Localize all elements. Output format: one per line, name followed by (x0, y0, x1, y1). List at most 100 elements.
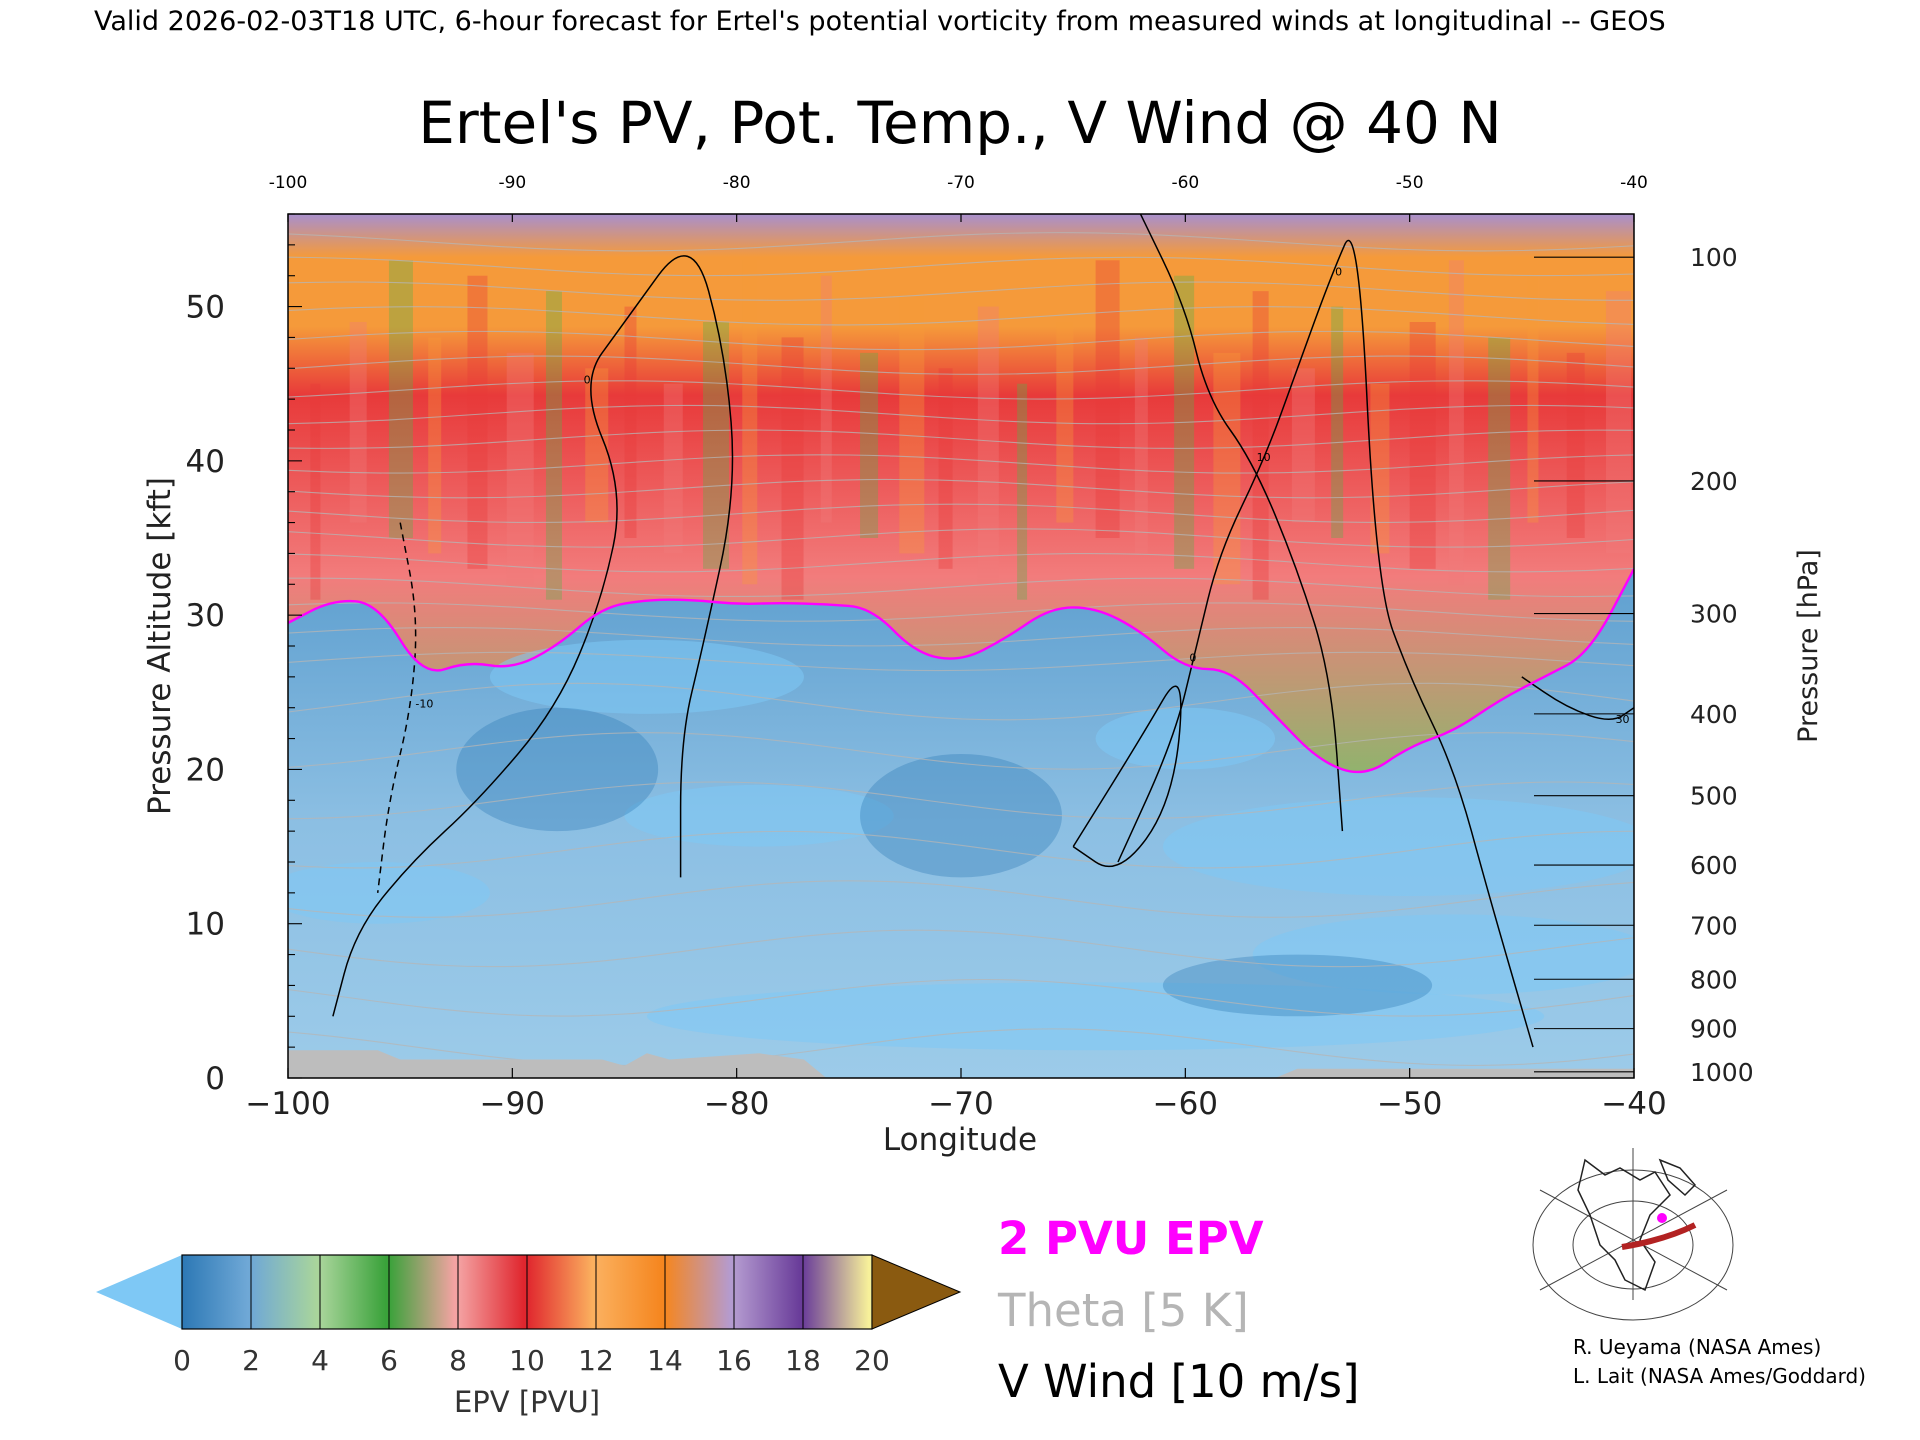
inset-map (1532, 1148, 1734, 1321)
theta-contour (288, 281, 1634, 301)
pv-streak (742, 260, 758, 585)
credit-line-1: R. Ueyama (NASA Ames) (1573, 1335, 1821, 1359)
v-wind-contour (1072, 685, 1182, 868)
pressure-axis-tick-label: 1000 (1690, 1058, 1754, 1087)
pressure-axis-tick-label: 300 (1690, 600, 1738, 629)
theta-contour (288, 627, 1634, 647)
theta-contour (288, 651, 1634, 672)
pv-streak (1056, 322, 1074, 523)
theta-contour (288, 528, 1634, 548)
pv-streak (545, 291, 562, 600)
x-axis-top-ticks: -100 -90 -80 -70 -60 -50 -40 (269, 173, 1648, 222)
pv-streak (1291, 368, 1315, 523)
colorbar-tick-label: 2 (242, 1344, 260, 1377)
pv-streak (1252, 291, 1269, 600)
colorbar-tick-label: 0 (173, 1344, 191, 1377)
theta-contour (288, 830, 1634, 869)
theta-contour (288, 552, 1634, 573)
epv-low-patch (1162, 797, 1634, 896)
theta-contour (288, 732, 1634, 770)
pressure-axis-tick-label: 200 (1690, 467, 1738, 496)
x-axis-tick-label: −70 (928, 1086, 993, 1122)
epv-low-patch (646, 982, 1545, 1051)
pv-streak (1134, 337, 1148, 554)
theta-contour (288, 929, 1634, 968)
pressure-axis-ticks: 100 200 300 400 500 600 700 800 900 1000 (1534, 243, 1754, 1087)
epv-low-patch (624, 784, 894, 847)
chart-title: Ertel's PV, Pot. Temp., V Wind @ 40 N (418, 89, 1501, 157)
v-wind-contour-label: -10 (415, 698, 433, 711)
x-axis-top-tick-label: -90 (498, 173, 526, 193)
theta-contour (288, 380, 1634, 400)
colorbar-ticks: 0 2 4 6 8 10 12 14 16 18 20 (173, 1344, 890, 1377)
epv-low-patch (1252, 914, 1634, 995)
pressure-axis-tick-label: 500 (1690, 782, 1738, 811)
v-wind-contours: 0 0 0 10 -10 30 (332, 214, 1634, 1048)
v-wind-contour (332, 255, 734, 1017)
colorbar-tick-label: 18 (785, 1344, 821, 1377)
pv-streak (820, 275, 832, 523)
pv-streak (1409, 322, 1436, 569)
theta-contour (288, 232, 1634, 252)
theta-contour (288, 781, 1634, 820)
x-axis-tick-label: −100 (245, 1086, 330, 1122)
v-wind-contour-label: 0 (1335, 266, 1342, 279)
theta-contour (288, 978, 1634, 1017)
theta-contour (288, 577, 1634, 598)
epv-moderate-patch (1162, 954, 1433, 1017)
theta-contour (288, 682, 1634, 721)
pressure-axis-tick-label: 700 (1690, 911, 1738, 940)
pressure-axis-tick-label: 600 (1690, 851, 1738, 880)
v-wind-contour (376, 522, 417, 893)
epv-low-patch (288, 862, 490, 924)
pv-streak (1605, 291, 1631, 554)
x-axis-ticks: −100 −90 −80 −70 −60 −50 −40 (245, 1068, 1667, 1122)
pv-streak (1448, 260, 1464, 585)
x-axis-tick-label: −80 (704, 1086, 769, 1122)
colorbar: 0 2 4 6 8 10 12 14 16 18 20 EPV [PVU] (96, 1254, 962, 1419)
inset-marker (1657, 1213, 1667, 1223)
pv-streak (860, 352, 879, 538)
plot-area: 0 0 0 10 -10 30 (288, 214, 1634, 1078)
theta-contour (288, 1028, 1634, 1066)
epv-low-patch (1095, 707, 1276, 770)
x-axis-tick-label: −40 (1601, 1086, 1666, 1122)
pv-streak (310, 383, 321, 600)
x-axis-tick-label: −60 (1153, 1086, 1218, 1122)
theta-contours (288, 232, 1634, 1066)
theta-contour (288, 404, 1634, 425)
y-axis-label: Pressure Altitude [kft] (142, 477, 178, 815)
inset-map-coastline (1577, 1158, 1671, 1292)
epv-moderate-patch (456, 707, 659, 832)
inset-map-grid (1539, 1189, 1728, 1291)
pv-streak (1527, 275, 1539, 523)
pv-streak (899, 291, 925, 554)
pv-streak (977, 306, 999, 585)
y-axis-tick-label: 20 (186, 752, 225, 788)
v-wind-contour-label: 0 (584, 374, 591, 387)
pv-streak (1213, 352, 1241, 585)
colorbar-dividers (250, 1255, 804, 1329)
x-axis-top-tick-label: -80 (723, 173, 751, 193)
x-axis-top-tick-label: -60 (1171, 173, 1199, 193)
pressure-axis-tick-label: 400 (1690, 700, 1738, 729)
x-axis-top-tick-label: -40 (1620, 173, 1648, 193)
pv-streak (703, 322, 730, 569)
pv-streak (1488, 337, 1511, 600)
y-axis-tick-label: 0 (205, 1061, 225, 1097)
v-wind-contour (1117, 239, 1534, 1048)
theta-contour (288, 454, 1634, 474)
v-wind-contour-label: 30 (1616, 713, 1630, 726)
x-axis-top-tick-label: -70 (947, 173, 975, 193)
legend-theta-line: Theta [5 K] (997, 1284, 1249, 1337)
theta-contour (288, 880, 1634, 918)
x-axis-top-tick-label: -100 (269, 173, 308, 193)
two-pvu-contour (288, 568, 1634, 774)
x-axis-top-tick-label: -50 (1396, 173, 1424, 193)
colorbar-over-arrow (871, 1254, 962, 1330)
epv-moderate-patch (860, 754, 1062, 878)
theta-contour (288, 306, 1634, 326)
v-wind-contour (1521, 676, 1634, 720)
y-axis-tick-label: 30 (186, 598, 225, 634)
theta-contour (288, 478, 1634, 499)
